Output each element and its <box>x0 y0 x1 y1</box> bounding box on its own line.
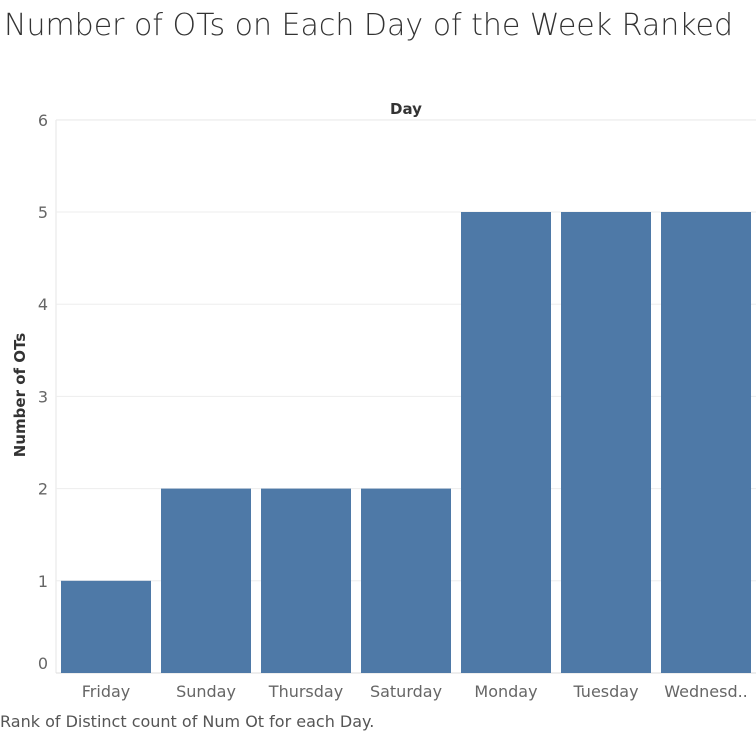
y-tick-label: 5 <box>38 203 48 222</box>
column-header-day: Day <box>390 100 422 118</box>
chart-caption: Rank of Distinct count of Num Ot for eac… <box>0 712 375 731</box>
bar-saturday <box>361 488 451 673</box>
y-tick-label: 4 <box>38 295 48 314</box>
x-tick-label: Friday <box>82 682 131 701</box>
x-tick-label: Tuesday <box>572 682 638 701</box>
bar-monday <box>461 212 551 673</box>
x-tick-label: Saturday <box>370 682 442 701</box>
x-tick-label: Wednesd.. <box>664 682 748 701</box>
x-tick-label: Thursday <box>268 682 343 701</box>
x-tick-label: Monday <box>474 682 537 701</box>
y-tick-label: 1 <box>38 572 48 591</box>
bar-tuesday <box>561 212 651 673</box>
y-tick-label: 2 <box>38 480 48 499</box>
y-tick-label: 3 <box>38 387 48 406</box>
y-tick-label: 6 <box>38 111 48 130</box>
bar-friday <box>61 580 151 673</box>
chart-title: Number of OTs on Each Day of the Week Ra… <box>4 8 734 43</box>
x-tick-label: Sunday <box>176 682 236 701</box>
y-tick-label: 0 <box>38 654 48 673</box>
bar-thursday <box>261 488 351 673</box>
bar-wednesd <box>661 212 751 673</box>
bar-sunday <box>161 488 251 673</box>
